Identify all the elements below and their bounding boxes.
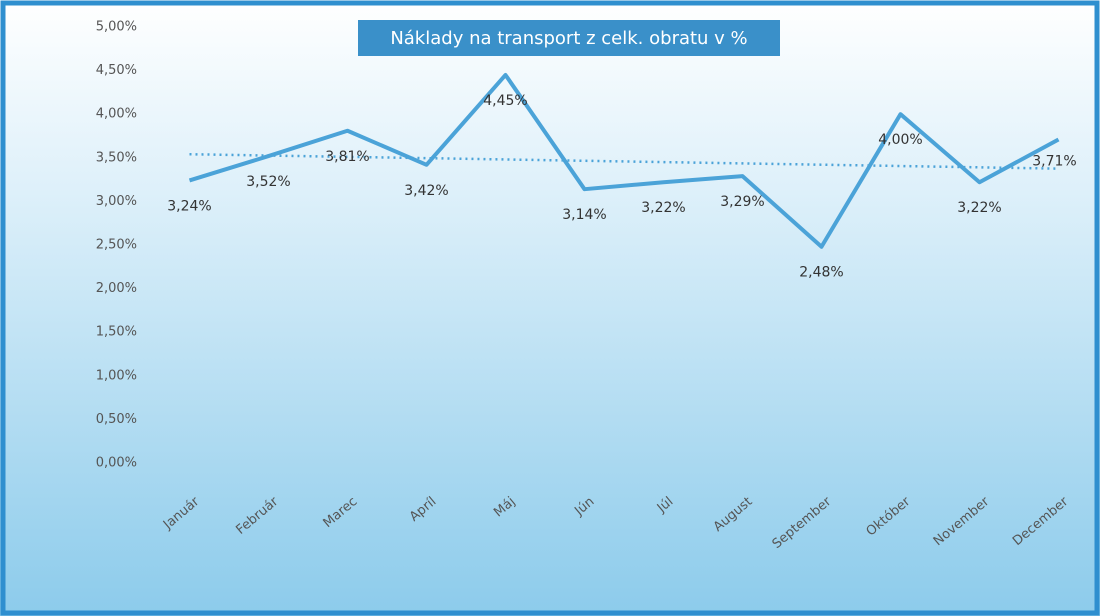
line (188, 72, 1060, 249)
data-label: 3,22% (957, 200, 1001, 216)
data-label: 4,00% (878, 132, 922, 148)
data-label: 3,52% (246, 174, 290, 190)
y-tick-label: 3,50% (96, 150, 137, 165)
y-tick-label: 0,00% (96, 456, 137, 471)
data-label: 3,42% (404, 183, 448, 199)
data-label: 3,71% (1032, 153, 1076, 169)
data-label: 3,24% (167, 198, 211, 214)
data-label: 4,45% (483, 93, 527, 109)
chart-title: Náklady na transport z celk. obratu v % (390, 28, 747, 49)
y-tick-label: 4,50% (96, 63, 137, 78)
y-tick-label: 5,00% (96, 20, 137, 35)
data-label: 2,48% (799, 265, 843, 281)
data-label: 3,81% (325, 149, 369, 165)
y-tick-label: 2,00% (96, 281, 137, 296)
data-label: 3,22% (641, 200, 685, 216)
y-tick-label: 4,00% (96, 107, 137, 122)
trendline (189, 152, 1059, 170)
y-tick-label: 2,50% (96, 238, 137, 253)
data-label: 3,14% (562, 207, 606, 223)
y-tick-label: 1,50% (96, 325, 137, 340)
y-tick-label: 0,50% (96, 412, 137, 427)
y-tick-label: 3,00% (96, 194, 137, 209)
y-tick-label: 1,00% (96, 368, 137, 383)
data-label: 3,29% (720, 194, 764, 210)
title-box (358, 20, 780, 56)
